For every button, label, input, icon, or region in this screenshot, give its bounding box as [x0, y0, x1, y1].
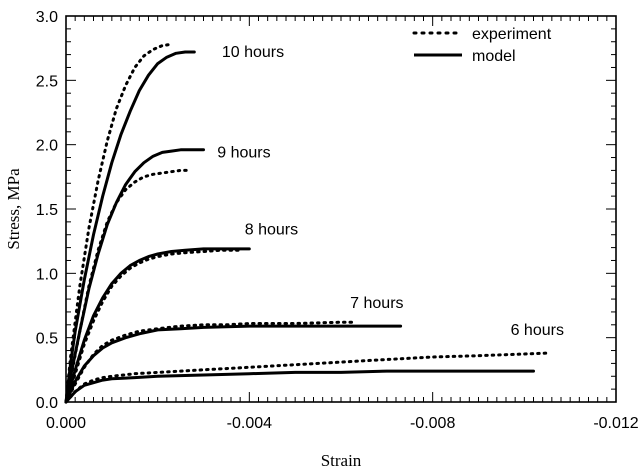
x-axis-title: Strain [321, 451, 362, 470]
y-tick-label: 1.0 [36, 266, 58, 283]
x-tick-label: -0.004 [227, 415, 272, 432]
annotations: 10 hours 9 hours 8 hours 7 hours 6 hours [217, 44, 564, 339]
series-6-hours-model [64, 369, 535, 404]
tick-labels: 0.000 -0.004 -0.008 -0.012 0.0 0.5 1.0 1.5 2.0 2.… [36, 9, 639, 432]
annotation-label: 9 hours [217, 145, 270, 162]
legend-label-model: model [472, 48, 516, 65]
series-9-hours-experiment [64, 168, 192, 404]
legend-label-experiment: experiment [472, 26, 552, 43]
legend: experiment model [412, 26, 552, 65]
series-8-hours-experiment [64, 248, 242, 404]
x-tick-label: -0.012 [593, 415, 638, 432]
x-tick-label: -0.008 [410, 415, 455, 432]
annotation-label: 6 hours [511, 322, 564, 339]
y-tick-label: 0.5 [36, 331, 58, 348]
annotation-label: 7 hours [350, 295, 403, 312]
series-10-hours-experiment [64, 42, 173, 404]
y-tick-label: 1.5 [36, 202, 58, 219]
annotation-label: 8 hours [245, 222, 298, 239]
annotation-label: 10 hours [222, 44, 284, 61]
series-layer [64, 42, 549, 404]
y-tick-label: 2.0 [36, 138, 58, 155]
y-tick-label: 0.0 [36, 395, 58, 412]
series-7-hours-experiment [64, 320, 357, 404]
axis-ticks [65, 15, 617, 403]
y-tick-label: 2.5 [36, 73, 58, 90]
series-6-hours-experiment [64, 351, 549, 404]
y-tick-label: 3.0 [36, 9, 58, 26]
series-10-hours-model [64, 50, 196, 404]
x-tick-label: 0.000 [46, 415, 86, 432]
y-axis-title: Stress, MPa [4, 168, 23, 250]
